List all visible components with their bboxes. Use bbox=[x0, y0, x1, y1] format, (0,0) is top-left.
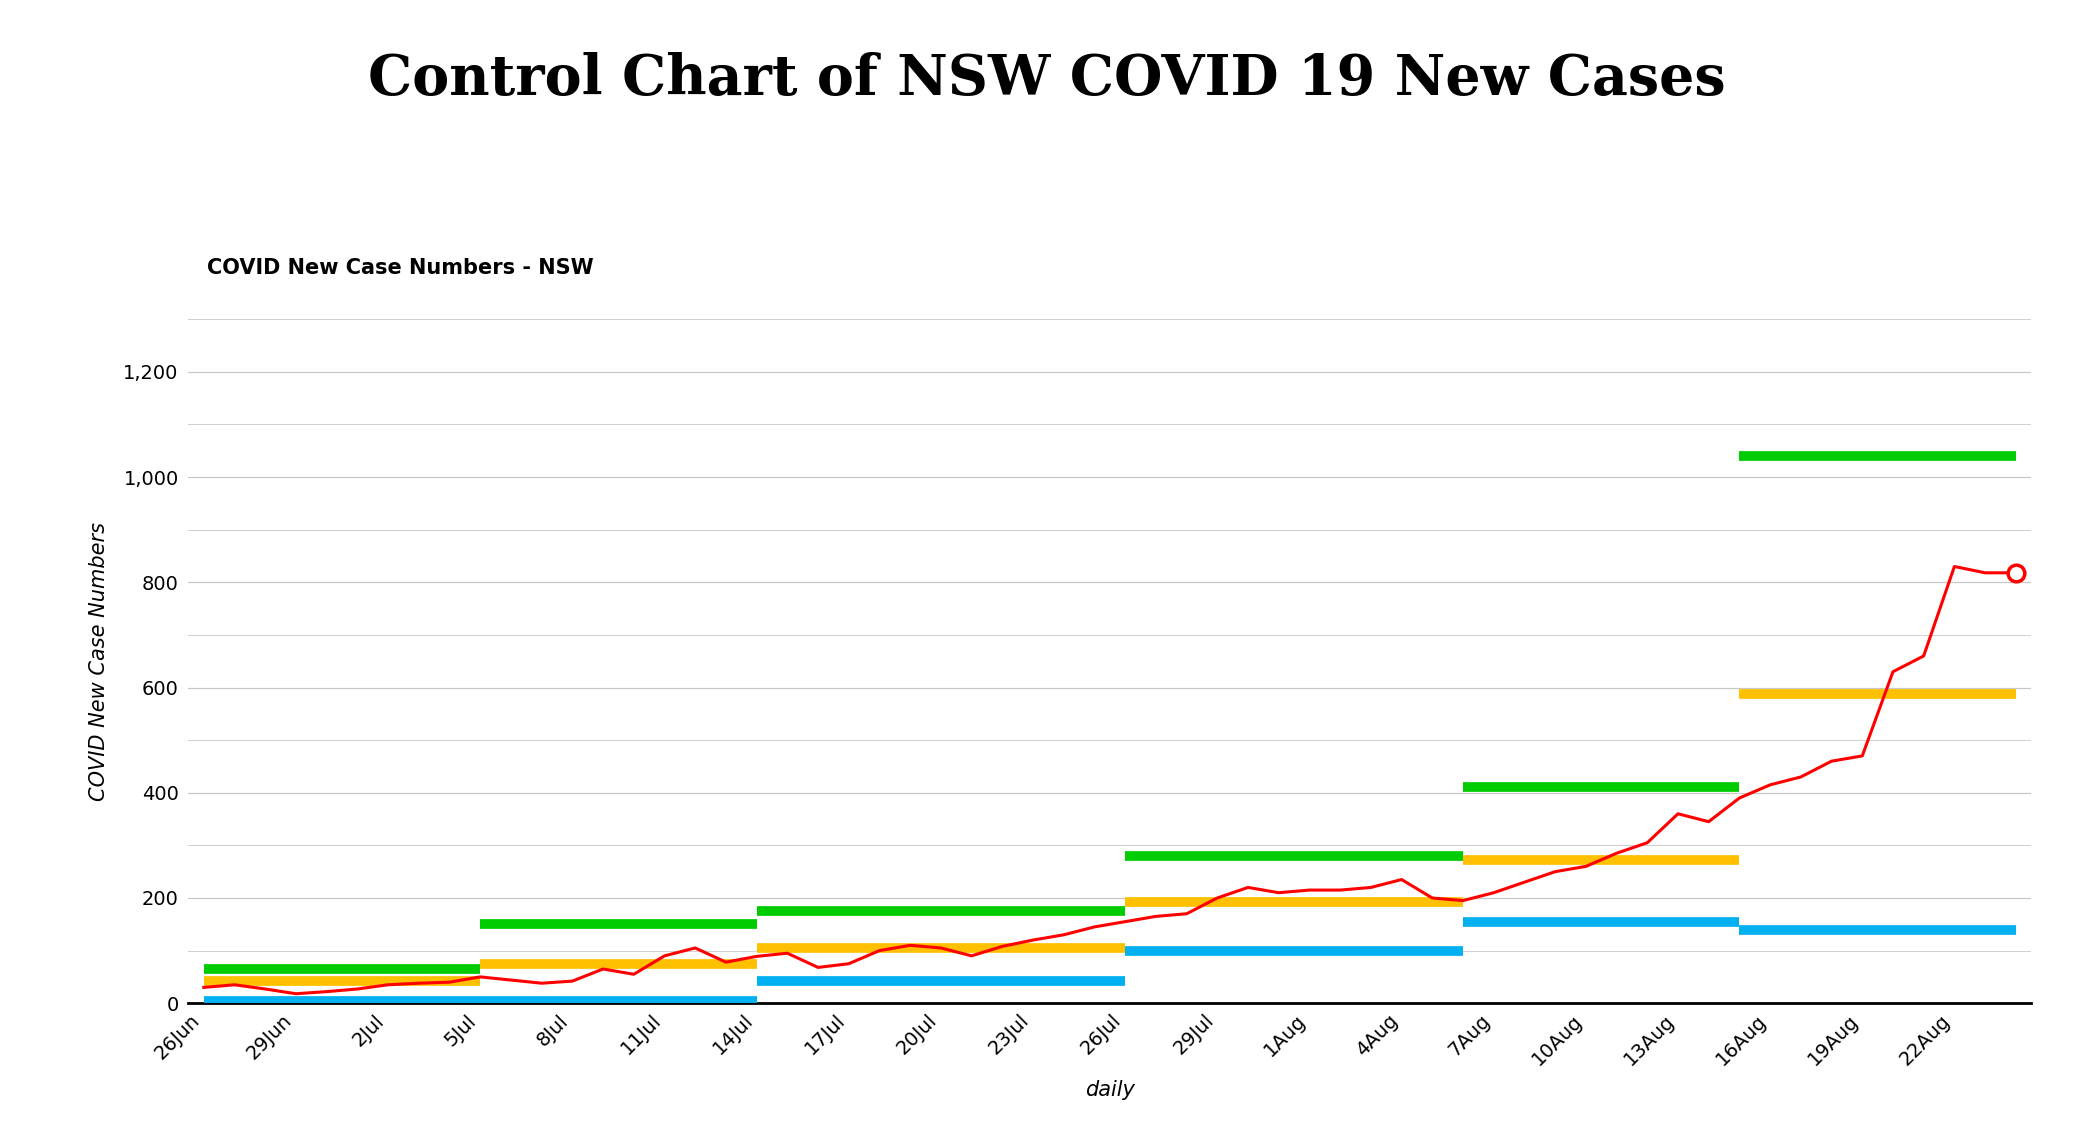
Text: COVID New Case Numbers - NSW: COVID New Case Numbers - NSW bbox=[207, 258, 593, 278]
X-axis label: daily: daily bbox=[1085, 1080, 1135, 1100]
Text: Control Chart of NSW COVID 19 New Cases: Control Chart of NSW COVID 19 New Cases bbox=[369, 52, 1725, 107]
Y-axis label: COVID New Case Numbers: COVID New Case Numbers bbox=[90, 522, 109, 800]
